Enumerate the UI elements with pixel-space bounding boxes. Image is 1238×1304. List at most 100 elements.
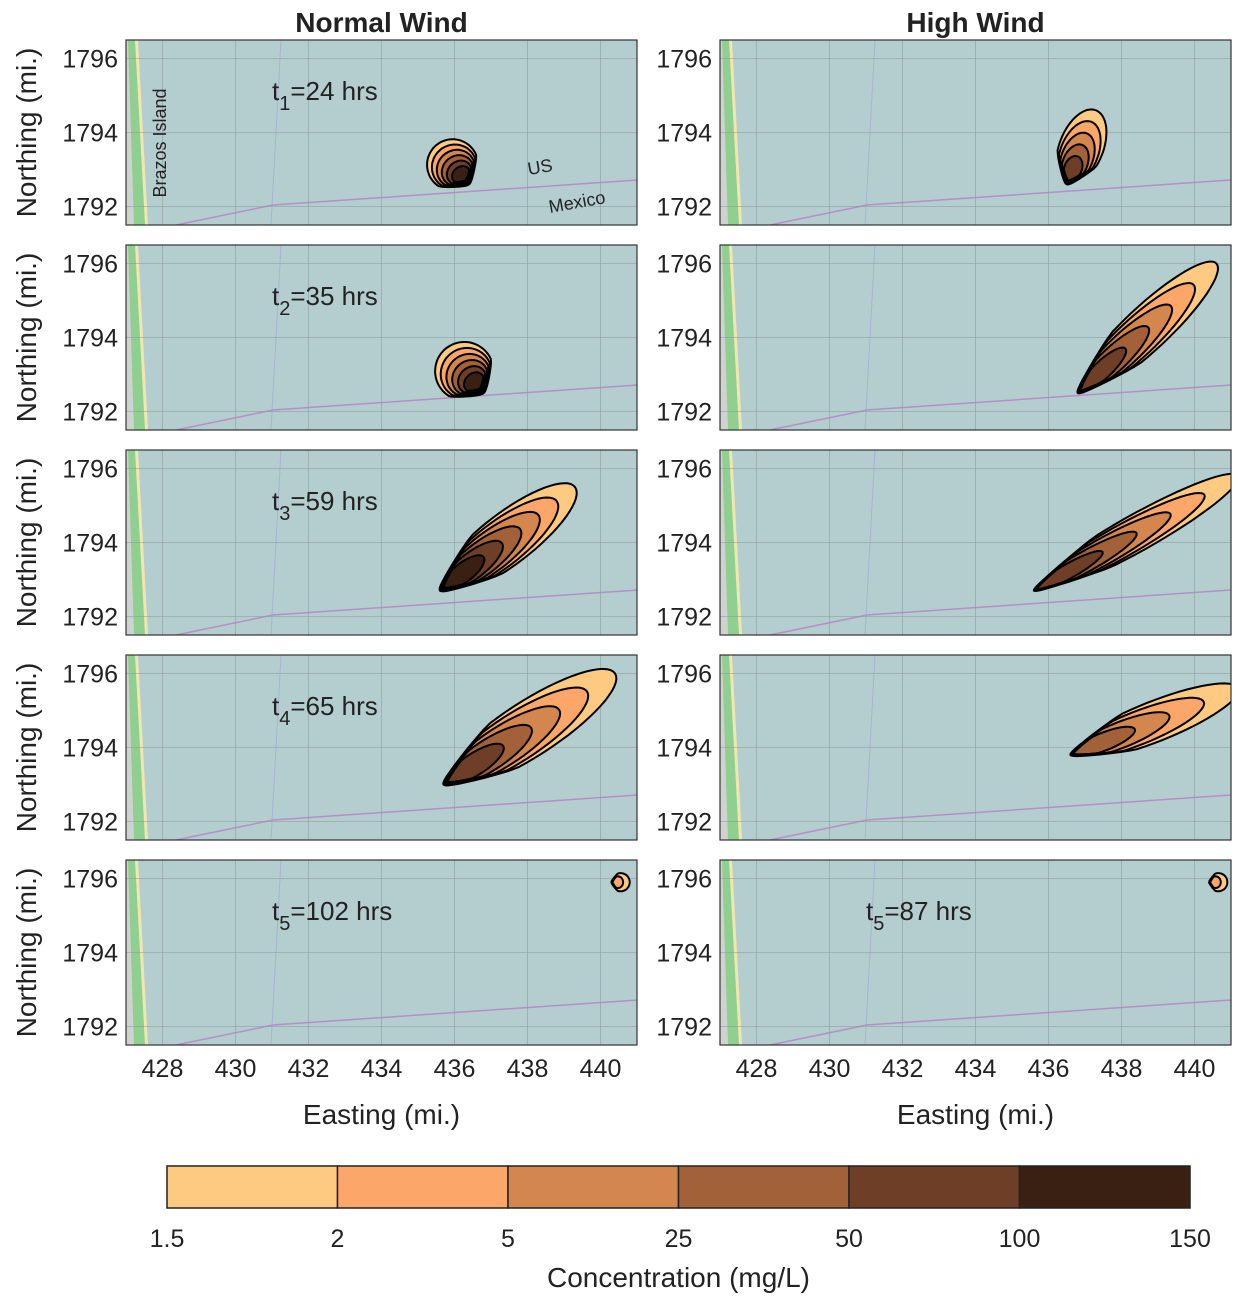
y-tick-label: 1794 — [656, 530, 712, 558]
time-subscript: 5 — [873, 913, 884, 935]
x-tick-label: 432 — [288, 1055, 330, 1083]
map — [126, 450, 637, 635]
panel-title: High Wind — [906, 7, 1044, 38]
colorbar-swatch — [849, 1166, 1020, 1208]
panel: 1792 1794 1796 — [656, 245, 1231, 430]
figure: Normal Wind179217941796t1=24 hrsNorthing… — [0, 0, 1238, 1299]
colorbar-tick-label: 150 — [1169, 1225, 1211, 1253]
x-tick-label: 434 — [955, 1055, 997, 1083]
y-tick-label: 1794 — [62, 530, 118, 558]
x-tick-label: 440 — [580, 1055, 622, 1083]
time-rest: =102 hrs — [290, 896, 392, 926]
y-tick-label: 1794 — [656, 940, 712, 968]
y-tick-label: 1796 — [656, 251, 712, 279]
colorbar-swatch — [508, 1166, 679, 1208]
y-tick-label: 1792 — [656, 194, 712, 222]
y-tick-label: 1796 — [62, 661, 118, 689]
colorbar-tick-label: 50 — [835, 1225, 863, 1253]
x-tick-label: 438 — [507, 1055, 549, 1083]
x-axis-label: Easting (mi.) — [897, 1099, 1054, 1130]
colorbar-tick-label: 25 — [665, 1225, 693, 1253]
y-tick-label: 1792 — [656, 604, 712, 632]
y-tick-label: 1796 — [656, 456, 712, 484]
y-axis-label: Northing (mi.) — [11, 48, 42, 218]
time-rest: =35 hrs — [290, 281, 377, 311]
colorbar-tick-label: 1.5 — [150, 1225, 185, 1253]
y-axis-label: Northing (mi.) — [11, 253, 42, 423]
colorbar-tick-label: 100 — [999, 1225, 1041, 1253]
x-tick-label: 440 — [1174, 1055, 1216, 1083]
y-tick-label: 1794 — [656, 735, 712, 763]
y-axis-label: Northing (mi.) — [11, 868, 42, 1038]
colorbar-swatch — [167, 1166, 338, 1208]
map — [126, 860, 637, 1045]
colorbar-swatch — [338, 1166, 509, 1208]
x-tick-label: 432 — [882, 1055, 924, 1083]
y-tick-label: 1792 — [62, 399, 118, 427]
panel: 179217941796t1=24 hrsNorthing (mi.)Brazo… — [11, 40, 637, 225]
x-axis-label: Easting (mi.) — [303, 1099, 460, 1130]
time-rest: =59 hrs — [290, 486, 377, 516]
x-tick-label: 428 — [736, 1055, 778, 1083]
time-rest: =87 hrs — [884, 896, 971, 926]
colorbar-swatch — [679, 1166, 850, 1208]
map — [720, 655, 1238, 840]
y-tick-label: 1796 — [62, 866, 118, 894]
x-tick-label: 434 — [361, 1055, 403, 1083]
x-tick-label: 436 — [1028, 1055, 1070, 1083]
x-tick-label: 430 — [809, 1055, 851, 1083]
y-tick-label: 1796 — [62, 46, 118, 74]
y-tick-label: 1796 — [62, 456, 118, 484]
y-tick-label: 1792 — [62, 809, 118, 837]
y-tick-label: 1794 — [656, 325, 712, 353]
map — [720, 450, 1238, 635]
colorbar-swatch — [1020, 1166, 1191, 1208]
annotation: US — [526, 155, 554, 179]
map — [720, 40, 1231, 225]
time-subscript: 1 — [279, 93, 290, 115]
map — [720, 860, 1231, 1045]
y-tick-label: 1794 — [62, 325, 118, 353]
y-tick-label: 1792 — [62, 604, 118, 632]
panel: 428430432434436438440179217941796t5=102 … — [11, 860, 637, 1083]
y-tick-label: 1792 — [62, 1014, 118, 1042]
y-tick-label: 1796 — [62, 251, 118, 279]
map — [126, 245, 637, 430]
x-tick-label: 436 — [434, 1055, 476, 1083]
time-subscript: 3 — [279, 503, 290, 525]
plume-contour — [1210, 876, 1221, 888]
y-tick-label: 1794 — [62, 735, 118, 763]
y-tick-label: 1794 — [62, 120, 118, 148]
y-tick-label: 1792 — [656, 809, 712, 837]
x-tick-label: 430 — [215, 1055, 257, 1083]
time-subscript: 4 — [279, 708, 290, 730]
map — [126, 655, 637, 840]
y-tick-label: 1792 — [62, 194, 118, 222]
panel: 179217941796t3=59 hrsNorthing (mi.) — [11, 450, 637, 635]
annotation: Brazos Island — [150, 88, 170, 197]
y-tick-label: 1796 — [656, 661, 712, 689]
y-tick-label: 1796 — [656, 866, 712, 894]
plume-contour — [613, 876, 624, 888]
panel: 179217941796t2=35 hrsNorthing (mi.) — [11, 245, 637, 430]
x-tick-label: 438 — [1101, 1055, 1143, 1083]
y-tick-label: 1792 — [656, 1014, 712, 1042]
map — [720, 245, 1231, 430]
time-rest: =65 hrs — [290, 691, 377, 721]
time-subscript: 5 — [279, 913, 290, 935]
time-subscript: 2 — [279, 298, 290, 320]
colorbar-label: Concentration (mg/L) — [547, 1262, 810, 1293]
colorbar-tick-label: 2 — [331, 1225, 345, 1253]
panel: 179217941796 — [656, 40, 1231, 225]
panel: 1792 1794 1796 — [656, 655, 1238, 840]
time-rest: =24 hrs — [290, 76, 377, 106]
colorbar-tick-label: 5 — [501, 1225, 515, 1253]
panel: 1792 1794 1796 — [656, 450, 1238, 635]
y-axis-label: Northing (mi.) — [11, 458, 42, 628]
y-tick-label: 1792 — [656, 399, 712, 427]
panel-title: Normal Wind — [295, 7, 467, 38]
y-axis-label: Northing (mi.) — [11, 663, 42, 833]
y-tick-label: 1794 — [62, 940, 118, 968]
